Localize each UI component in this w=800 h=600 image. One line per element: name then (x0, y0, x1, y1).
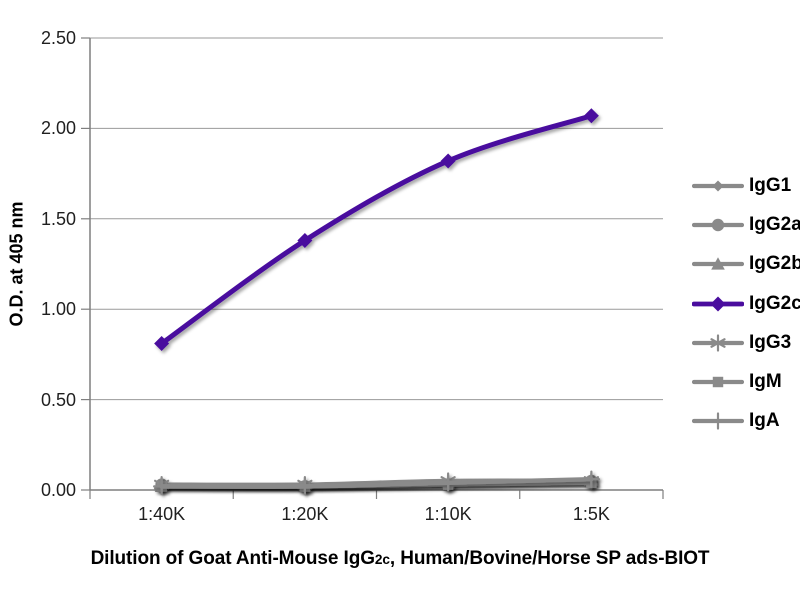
x-axis-title: Dilution of Goat Anti-Mouse IgG2c, Human… (0, 548, 800, 570)
square-marker-icon (712, 376, 724, 388)
legend-label: IgM (749, 371, 782, 392)
asterisk-marker-icon (710, 334, 726, 352)
legend-key (692, 257, 744, 270)
plus-marker-icon (709, 412, 727, 430)
x-tick-label: 1:20K (281, 504, 329, 524)
x-axis-title-prefix: Dilution of Goat Anti-Mouse IgG (90, 548, 375, 569)
legend-item-igg3: IgG3 (692, 324, 791, 362)
legend-label: IgG2c (749, 292, 800, 314)
x-tick-label: 1:5K (572, 504, 610, 524)
legend-label: IgG1 (749, 175, 792, 196)
legend-key (692, 218, 744, 232)
plus-marker-icon (153, 477, 171, 495)
legend-item-igg1: IgG1 (692, 167, 791, 205)
legend-item-iga: IgA (692, 402, 780, 440)
y-tick-label: 2.00 (40, 118, 76, 139)
series-line (159, 113, 594, 347)
legend: IgG1 IgG2a IgG2b IgG2c IgG3 IgM IgA (692, 167, 800, 447)
y-tick-label: 1.00 (40, 299, 76, 320)
y-tick-label: 0.50 (40, 389, 76, 410)
legend-label: IgA (749, 410, 780, 432)
diamond-marker-icon (154, 336, 170, 352)
legend-key (692, 180, 744, 192)
plus-marker-icon (439, 474, 457, 492)
legend-label: IgG2b (749, 253, 800, 275)
legend-key (692, 334, 744, 352)
y-tick-label: 0.00 (40, 480, 76, 500)
legend-item-igg2c: IgG2c (692, 285, 800, 323)
diamond-marker-icon (710, 296, 726, 312)
diamond-marker-icon (297, 232, 313, 248)
triangle-marker-icon (711, 257, 725, 270)
diamond-small-marker-icon (712, 180, 724, 192)
diamond-marker-icon (583, 108, 599, 124)
x-axis-title-subscript: 2c (374, 552, 390, 567)
legend-item-igm: IgM (692, 363, 782, 401)
legend-key (692, 296, 744, 312)
series-igg2c (154, 108, 599, 352)
y-tick-label: 1.50 (40, 208, 76, 229)
x-tick-label: 1:10K (424, 504, 472, 524)
circle-marker-icon (711, 218, 725, 232)
y-tick-label: 2.50 (40, 28, 76, 48)
plus-marker-icon (296, 477, 314, 495)
series-line (159, 476, 594, 489)
series-iga (153, 470, 600, 495)
legend-label: IgG2a (749, 214, 800, 236)
legend-key (692, 412, 744, 430)
x-tick-label: 1:40K (138, 504, 186, 524)
plus-marker-icon (582, 470, 600, 488)
y-axis-title: O.D. at 405 nm (6, 201, 27, 327)
legend-label: IgG3 (749, 331, 792, 353)
legend-key (692, 376, 744, 388)
x-axis-title-suffix: , Human/Bovine/Horse SP ads-BIOT (389, 548, 710, 569)
legend-item-igg2b: IgG2b (692, 245, 800, 283)
legend-item-igg2a: IgG2a (692, 206, 800, 244)
diamond-marker-icon (440, 153, 456, 169)
